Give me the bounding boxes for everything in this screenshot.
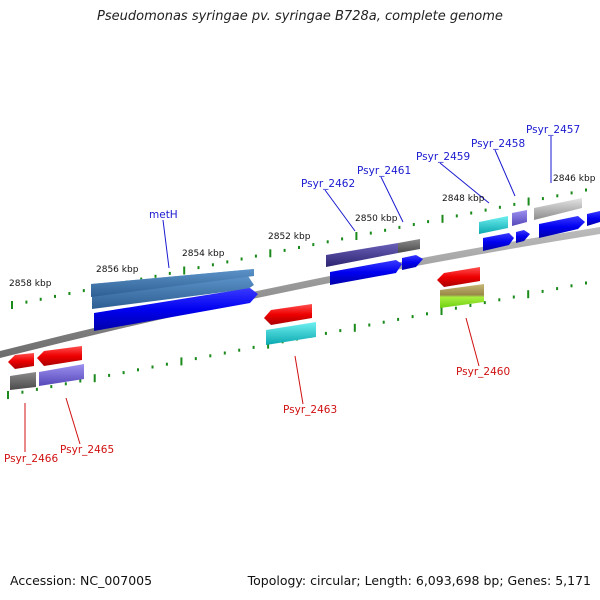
tick-label-2858: 2858 kbp — [9, 279, 52, 289]
accession-label: Accession: NC_007005 — [10, 573, 153, 588]
gene-label-psyr-2466[interactable]: Psyr_2466 — [4, 453, 58, 465]
tick-label-2852: 2852 kbp — [268, 232, 311, 242]
genome-backbone — [0, 227, 600, 358]
gene-label-psyr-2461[interactable]: Psyr_2461 — [357, 165, 411, 177]
topology-label: Topology: circular; Length: 6,093,698 bp… — [247, 573, 591, 588]
tick-label-2846: 2846 kbp — [553, 174, 596, 184]
upper-scale-track — [11, 188, 587, 309]
gene-label-psyr-2457[interactable]: Psyr_2457 — [526, 124, 580, 136]
upper-label-callouts — [162, 136, 552, 269]
psyr-2466-gene-feature[interactable] — [8, 353, 36, 390]
psyr-2463-gene-feature[interactable] — [264, 304, 316, 345]
tick-label-2856: 2856 kbp — [96, 265, 139, 275]
gene-label-psyr-2460[interactable]: Psyr_2460 — [456, 366, 510, 378]
genome-title: Pseudomonas syringae pv. syringae B728a,… — [97, 9, 503, 24]
psyr-2460-gene-feature[interactable] — [437, 267, 484, 308]
psyr-2465-gene-feature[interactable] — [37, 346, 84, 386]
gene-label-meth[interactable]: metH — [149, 209, 178, 221]
tick-label-2854: 2854 kbp — [182, 249, 225, 259]
metH-gene-feature[interactable] — [91, 269, 258, 331]
psyr-2462-gene-feature[interactable] — [326, 239, 423, 285]
psyr-2459-gene-feature[interactable] — [479, 210, 530, 251]
gene-label-psyr-2463[interactable]: Psyr_2463 — [283, 404, 337, 416]
gene-label-psyr-2458[interactable]: Psyr_2458 — [471, 138, 525, 150]
gene-label-psyr-2459[interactable]: Psyr_2459 — [416, 151, 470, 163]
tick-label-2850: 2850 kbp — [355, 214, 398, 224]
tick-label-2848: 2848 kbp — [442, 194, 485, 204]
lower-label-callouts — [24, 317, 480, 452]
psyr-2457-gene-feature[interactable] — [534, 198, 600, 238]
gene-label-psyr-2462[interactable]: Psyr_2462 — [301, 178, 355, 190]
gene-label-psyr-2465[interactable]: Psyr_2465 — [60, 444, 114, 456]
